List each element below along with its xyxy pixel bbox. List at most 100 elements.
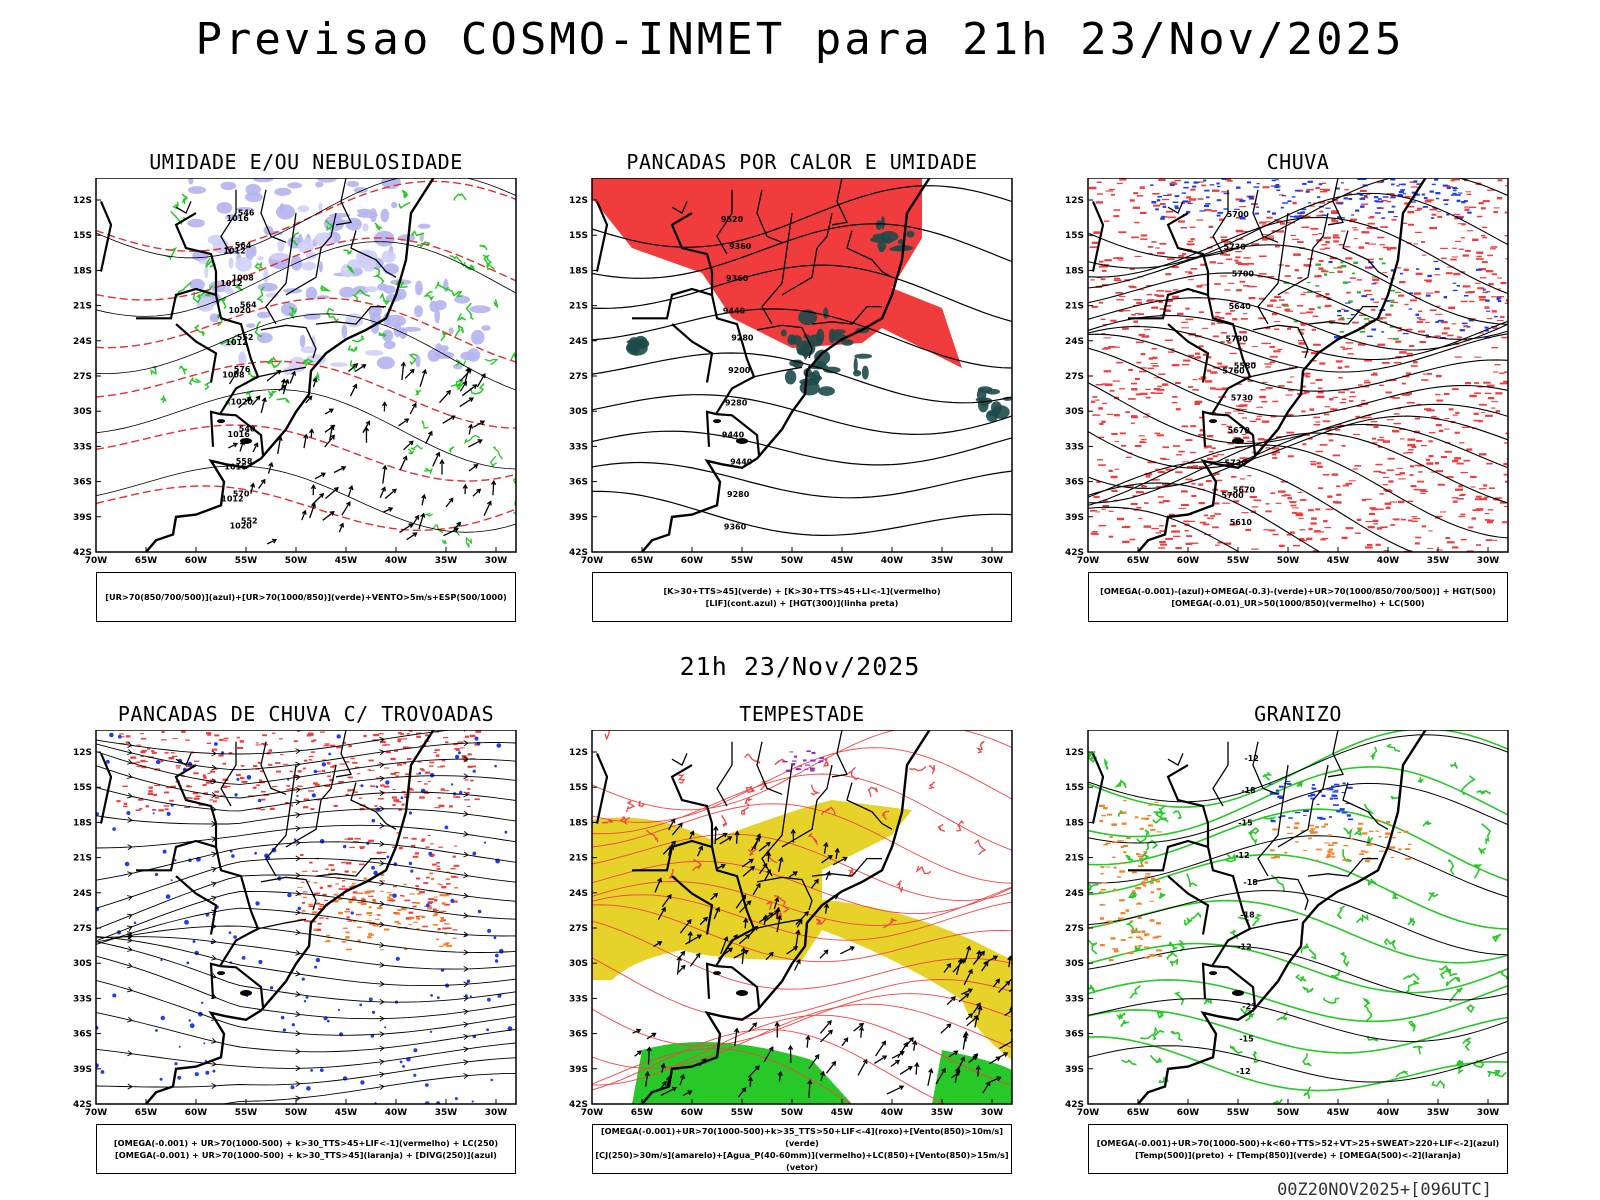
- contour-label: 1020: [231, 398, 254, 407]
- lat-label: 15S: [1065, 783, 1084, 793]
- contour-label: 9440: [730, 458, 753, 467]
- legend-line: [UR>70(850/700/500)](azul)+[UR>70(1000/8…: [105, 592, 507, 602]
- lat-label: 30S: [73, 407, 92, 417]
- contour-label: 1012: [220, 279, 242, 288]
- contour-label: 5700: [1221, 491, 1244, 500]
- lat-label: 21S: [1065, 302, 1084, 312]
- lat-label: 18S: [569, 818, 588, 828]
- lat-label: 42S: [73, 1100, 92, 1110]
- panel-title: CHUVA: [1266, 150, 1330, 174]
- lon-label: 40W: [881, 1108, 904, 1118]
- panel-title: UMIDADE E/OU NEBULOSIDADE: [149, 150, 463, 174]
- lat-label: 39S: [73, 1065, 92, 1075]
- contour-label: 5670: [1233, 486, 1256, 495]
- lat-label: 18S: [73, 266, 92, 276]
- contour-label: 552: [237, 333, 254, 342]
- legend-box: [K>30+TTS>45](verde) + [K>30+TTS>45+LI<-…: [592, 572, 1012, 622]
- lon-label: 70W: [85, 556, 108, 566]
- lon-label: 55W: [731, 1108, 754, 1118]
- contour-label: 546: [238, 209, 255, 218]
- lon-label: 30W: [981, 556, 1004, 566]
- run-info: 00Z20NOV2025+[096UTC]: [1277, 1180, 1492, 1200]
- lat-label: 27S: [73, 372, 92, 382]
- map-layers: 5700576057305730579057005670564056105730…: [1088, 178, 1508, 552]
- lon-label: 30W: [1477, 1108, 1500, 1118]
- lat-label: 15S: [73, 783, 92, 793]
- legend-line: [K>30+TTS>45](verde) + [K>30+TTS>45+LI<-…: [663, 586, 941, 596]
- map-layers: [592, 730, 1012, 1104]
- lon-label: 55W: [235, 556, 258, 566]
- lon-label: 35W: [1427, 556, 1450, 566]
- lat-label: 39S: [1065, 513, 1084, 523]
- contour-label: 1012: [221, 495, 243, 504]
- legend-box: [OMEGA(-0.001)+UR>70(1000-500)+k<60+TTS>…: [1088, 1124, 1508, 1174]
- lon-label: 60W: [681, 556, 704, 566]
- lat-label: 12S: [1065, 196, 1084, 206]
- contour-label: -12: [1236, 1067, 1250, 1076]
- lon-label: 45W: [1327, 1108, 1350, 1118]
- lon-label: 70W: [1077, 1108, 1100, 1118]
- lat-label: 39S: [1065, 1065, 1084, 1075]
- contour-label: 1008: [222, 371, 245, 380]
- lon-label: 40W: [385, 1108, 408, 1118]
- contour-label: 564: [235, 241, 252, 250]
- lon-label: 55W: [235, 1108, 258, 1118]
- lon-label: 65W: [631, 1108, 654, 1118]
- lat-label: 30S: [1065, 959, 1084, 969]
- panel-granizo: GRANIZO -12 -12 -12 -15 -15 -18 -18 -21 -18 -12 12S…: [1065, 702, 1509, 1176]
- contour-label: 9520: [721, 215, 744, 224]
- lon-label: 30W: [1477, 556, 1500, 566]
- map-pancadas-calor: 9520 9440 9440 9360 9280 9360 9280 9200 9360 9440…: [569, 178, 1013, 566]
- lat-label: 12S: [73, 196, 92, 206]
- lon-label: 65W: [631, 556, 654, 566]
- lon-label: 70W: [1077, 556, 1100, 566]
- contour-label: 9200: [728, 366, 751, 375]
- contour-label: 9280: [731, 334, 754, 343]
- lat-label: 12S: [569, 748, 588, 758]
- map-layers: 1012101210081012101610121016101610201020…: [96, 178, 516, 552]
- contour-label: 1016: [227, 214, 250, 223]
- lon-label: 65W: [135, 556, 158, 566]
- lat-label: 21S: [569, 854, 588, 864]
- panel-title: TEMPESTADE: [739, 702, 865, 726]
- contour-label: 564: [240, 300, 257, 309]
- lat-label: 24S: [1065, 889, 1084, 899]
- lat-label: 24S: [569, 337, 588, 347]
- lat-label: 15S: [569, 783, 588, 793]
- lat-label: 18S: [569, 266, 588, 276]
- map-umidade: 1012101210081012101610121016101610201020…: [73, 178, 517, 566]
- lat-label: 27S: [569, 924, 588, 934]
- contour-label: 570: [233, 489, 250, 498]
- contour-label: 5670: [1228, 426, 1251, 435]
- lat-label: 21S: [73, 854, 92, 864]
- lon-label: 60W: [185, 556, 208, 566]
- panel-chuva: CHUVA 5700 5760 5730 5730 5790 5700 5670 5640 561…: [1065, 150, 1509, 624]
- legend-line: [CJ(250)>30m/s](amarelo)+[Agua_P(40-60mm…: [595, 1150, 1009, 1172]
- lon-label: 40W: [1377, 556, 1400, 566]
- lat-label: 30S: [569, 959, 588, 969]
- legend-line: [OMEGA(-0.001)-(azul)+OMEGA(-0.3)-(verde…: [1100, 586, 1496, 596]
- lon-label: 45W: [831, 556, 854, 566]
- lon-label: 50W: [1277, 1108, 1300, 1118]
- contour-label: -18: [1240, 910, 1255, 919]
- legend-line: [OMEGA(-0.001)+UR>70(1000-500)+k<60+TTS>…: [1096, 1138, 1500, 1148]
- contour-label: 9440: [722, 431, 745, 440]
- lon-label: 55W: [1227, 556, 1250, 566]
- lat-label: 24S: [73, 337, 92, 347]
- contour-label: 5730: [1231, 394, 1254, 403]
- contour-label: -12: [1244, 754, 1258, 763]
- lat-label: 27S: [1065, 372, 1084, 382]
- lat-label: 30S: [1065, 407, 1084, 417]
- lon-label: 60W: [185, 1108, 208, 1118]
- lon-label: 50W: [1277, 556, 1300, 566]
- lon-label: 60W: [1177, 1108, 1200, 1118]
- lat-label: 15S: [1065, 231, 1084, 241]
- lat-label: 15S: [569, 231, 588, 241]
- contour-label: 5640: [1229, 302, 1252, 311]
- legend-line: [OMEGA(-0.001)+UR>70(1000-500)+k>35_TTS>…: [600, 1126, 1004, 1148]
- lat-label: 39S: [569, 513, 588, 523]
- lat-label: 21S: [73, 302, 92, 312]
- lon-label: 70W: [85, 1108, 108, 1118]
- contour-label: 576: [234, 365, 251, 374]
